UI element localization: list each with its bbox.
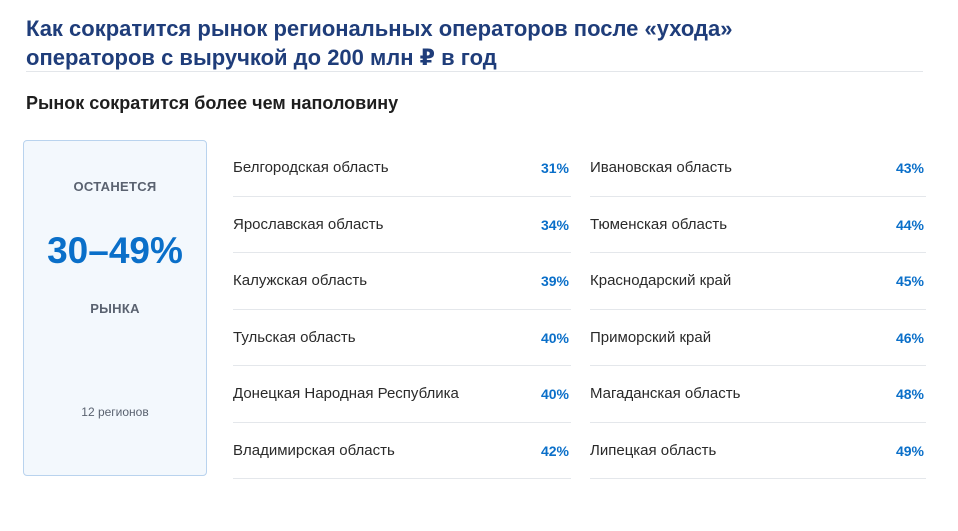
region-percent: 45% bbox=[895, 273, 924, 289]
region-name: Магаданская область bbox=[590, 385, 741, 402]
page-title: Как сократится рынок региональных операт… bbox=[26, 14, 926, 72]
region-name: Тульская область bbox=[233, 328, 356, 346]
region-percent: 48% bbox=[895, 386, 924, 402]
region-row: Белгородская область 31% bbox=[233, 140, 571, 197]
region-row: Владимирская область 42% bbox=[233, 423, 571, 479]
region-percent: 49% bbox=[895, 442, 924, 459]
region-row: Тюменская область 44% bbox=[590, 197, 926, 253]
summary-value: 30–49% bbox=[47, 230, 183, 271]
region-name: Владимирская область bbox=[233, 441, 395, 459]
section-subtitle: Рынок сократится более чем наполовину bbox=[26, 93, 399, 113]
region-percent: 40% bbox=[540, 329, 569, 346]
region-row: Краснодарский край 45% bbox=[590, 253, 926, 310]
region-percent: 46% bbox=[895, 329, 924, 346]
region-row: Ярославская область 34% bbox=[233, 197, 571, 253]
summary-card: ОСТАНЕТСЯ 30–49% РЫНКА 12 регионов bbox=[23, 140, 207, 476]
title-divider bbox=[26, 71, 923, 72]
region-name: Ярославская область bbox=[233, 215, 384, 233]
region-name: Тюменская область bbox=[590, 215, 728, 233]
region-name: Белгородская область bbox=[233, 159, 389, 176]
page-title-line-1: Как сократится рынок региональных операт… bbox=[26, 16, 733, 41]
region-name: Липецкая область bbox=[590, 441, 717, 459]
region-row: Калужская область 39% bbox=[233, 253, 571, 310]
summary-bottom-label: РЫНКА bbox=[90, 301, 140, 316]
region-row: Ивановская область 43% bbox=[590, 140, 926, 197]
region-row: Липецкая область 49% bbox=[590, 423, 926, 479]
regions-right-column: Ивановская область 43% Тюменская область… bbox=[590, 140, 926, 479]
region-row: Приморский край 46% bbox=[590, 310, 926, 366]
region-percent: 42% bbox=[540, 442, 569, 459]
region-percent: 34% bbox=[540, 216, 569, 233]
region-row: Тульская область 40% bbox=[233, 310, 571, 366]
region-name: Краснодарский край bbox=[590, 272, 732, 289]
region-name: Приморский край bbox=[590, 328, 712, 346]
page-title-line-2: операторов с выручкой до 200 млн ₽ в год bbox=[26, 45, 497, 70]
summary-top-label: ОСТАНЕТСЯ bbox=[73, 179, 157, 194]
region-percent: 39% bbox=[540, 273, 569, 289]
region-row: Магаданская область 48% bbox=[590, 366, 926, 423]
region-name: Ивановская область bbox=[590, 159, 732, 176]
region-percent: 31% bbox=[540, 160, 569, 176]
region-percent: 44% bbox=[895, 216, 924, 233]
region-name: Донецкая Народная Республика bbox=[233, 385, 459, 402]
region-percent: 40% bbox=[540, 386, 569, 402]
regions-left-column: Белгородская область 31% Ярославская обл… bbox=[233, 140, 571, 479]
region-percent: 43% bbox=[895, 160, 924, 176]
summary-region-count: 12 регионов bbox=[81, 405, 149, 419]
region-row: Донецкая Народная Республика 40% bbox=[233, 366, 571, 423]
region-name: Калужская область bbox=[233, 272, 368, 289]
